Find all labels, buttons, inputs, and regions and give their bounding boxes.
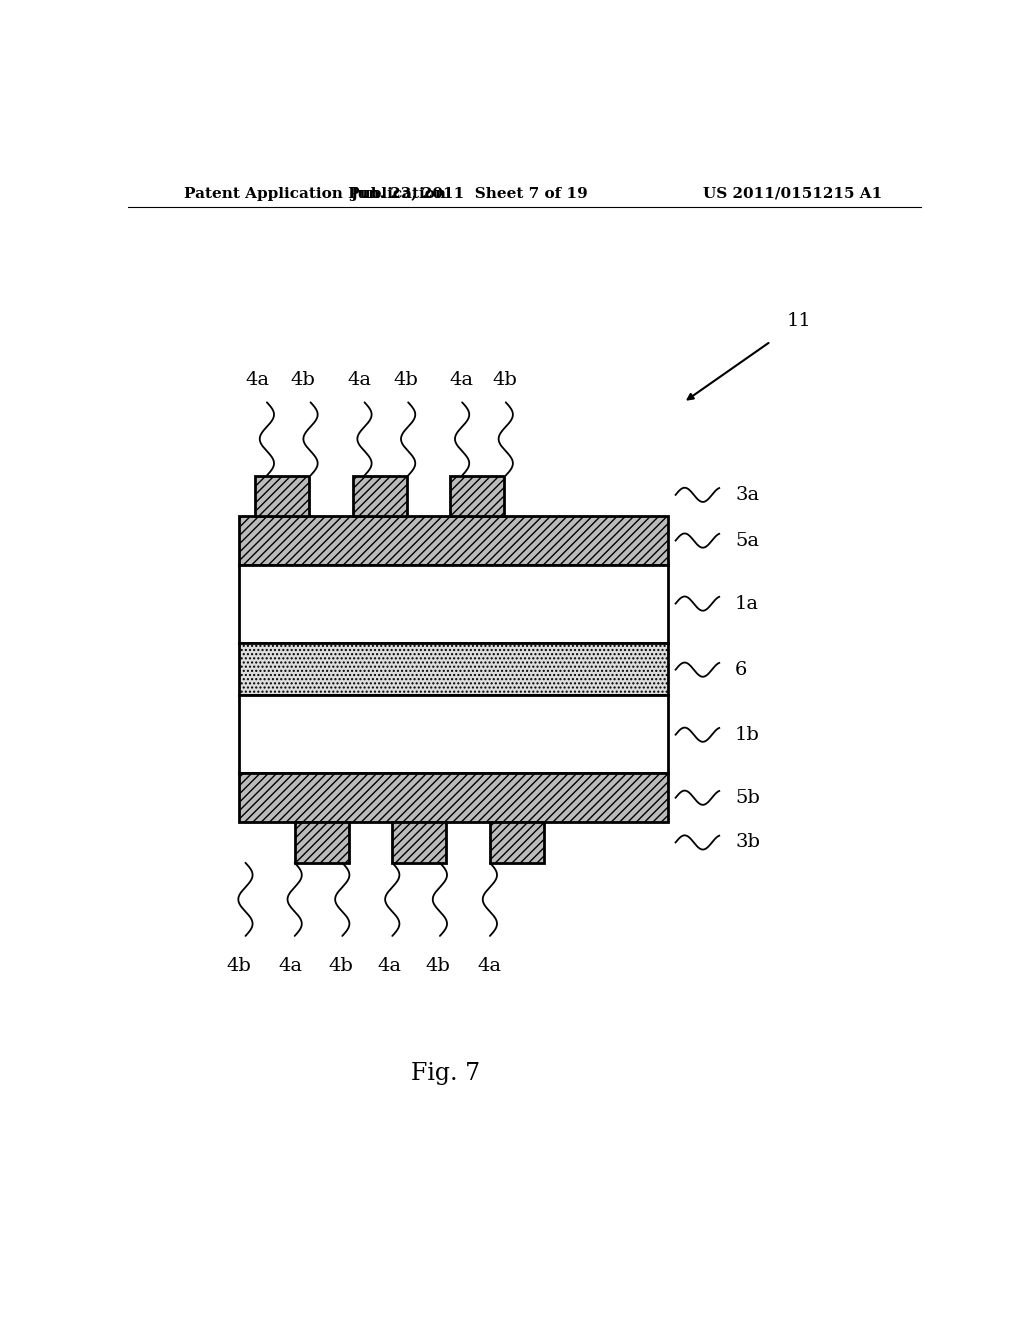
Text: 4b: 4b xyxy=(329,957,353,975)
Text: 4a: 4a xyxy=(477,957,501,975)
Text: Patent Application Publication: Patent Application Publication xyxy=(183,187,445,201)
Text: 4b: 4b xyxy=(226,957,252,975)
Text: 11: 11 xyxy=(786,312,811,330)
Text: 4a: 4a xyxy=(450,371,473,389)
Bar xyxy=(240,565,668,643)
Bar xyxy=(240,774,668,822)
Text: 6: 6 xyxy=(735,660,748,678)
Bar xyxy=(295,822,348,863)
Text: Fig. 7: Fig. 7 xyxy=(411,1061,480,1085)
Text: 4b: 4b xyxy=(290,371,315,389)
Text: 3a: 3a xyxy=(735,486,759,504)
Text: 4a: 4a xyxy=(378,957,401,975)
Text: 5b: 5b xyxy=(735,789,760,807)
Bar xyxy=(240,643,668,696)
Bar xyxy=(392,822,446,863)
Bar xyxy=(255,475,309,516)
Text: 1b: 1b xyxy=(735,726,760,743)
Text: 4a: 4a xyxy=(279,957,303,975)
Text: 1a: 1a xyxy=(735,594,759,612)
Bar xyxy=(240,696,668,774)
Text: US 2011/0151215 A1: US 2011/0151215 A1 xyxy=(702,187,882,201)
Text: 3b: 3b xyxy=(735,833,760,851)
Bar xyxy=(240,516,668,565)
Text: 4b: 4b xyxy=(393,371,418,389)
Text: Jun. 23, 2011  Sheet 7 of 19: Jun. 23, 2011 Sheet 7 of 19 xyxy=(350,187,588,201)
Text: 5a: 5a xyxy=(735,532,759,549)
Bar xyxy=(451,475,504,516)
Text: 4b: 4b xyxy=(493,371,517,389)
Text: 4a: 4a xyxy=(246,371,269,389)
Text: 4a: 4a xyxy=(348,371,372,389)
Bar xyxy=(489,822,544,863)
Bar xyxy=(352,475,407,516)
Text: 4b: 4b xyxy=(425,957,450,975)
